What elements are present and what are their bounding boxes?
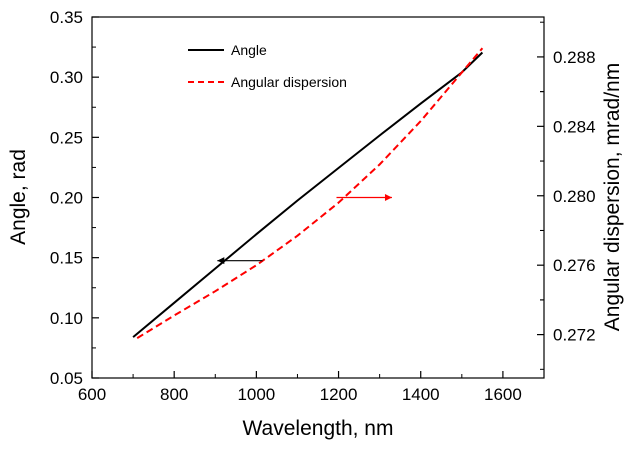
x-tick-label: 600 <box>78 385 106 404</box>
y2-tick-label: 0.280 <box>553 187 596 206</box>
y-axis-right: 0.272 0.276 0.280 0.284 0.288 <box>537 21 596 370</box>
y-axis-title-right: Angular dispersion, mrad/nm <box>601 63 624 331</box>
legend-label-angular-dispersion: Angular dispersion <box>231 74 347 90</box>
x-tick-label: 1600 <box>484 385 522 404</box>
legend: Angle Angular dispersion <box>188 42 347 90</box>
y2-tick-label: 0.284 <box>553 117 596 136</box>
annotation-layer <box>217 194 392 265</box>
y-tick-label: 0.15 <box>50 249 83 268</box>
series-line-angle <box>132 51 484 338</box>
y-tick-label: 0.20 <box>50 189 83 208</box>
x-tick-label: 1400 <box>402 385 440 404</box>
series-layer <box>132 47 484 339</box>
y-axis-title-left: Angle, rad <box>7 149 30 245</box>
annotation-arrow-head <box>384 194 392 201</box>
y-tick-label: 0.30 <box>50 68 83 87</box>
series-line-angular-dispersion <box>136 47 484 339</box>
x-axis-title: Wavelength, nm <box>243 417 394 440</box>
y-tick-label: 0.10 <box>50 309 83 328</box>
y-axis-left: 0.05 0.10 0.15 0.20 0.25 0.30 0.35 <box>50 8 99 388</box>
y2-tick-label: 0.276 <box>553 256 596 275</box>
x-tick-label: 1000 <box>237 385 275 404</box>
y-tick-label: 0.25 <box>50 128 83 147</box>
legend-label-angle: Angle <box>231 42 267 58</box>
annotation-arrow-head <box>217 257 225 265</box>
y2-tick-label: 0.272 <box>553 326 596 345</box>
y-tick-label: 0.35 <box>50 8 83 27</box>
x-axis: 600 800 1000 1200 1400 1600 <box>78 371 545 404</box>
x-tick-label: 1200 <box>320 385 358 404</box>
y2-tick-label: 0.288 <box>553 48 596 67</box>
x-tick-label: 800 <box>160 385 188 404</box>
y-tick-label: 0.05 <box>50 369 83 388</box>
